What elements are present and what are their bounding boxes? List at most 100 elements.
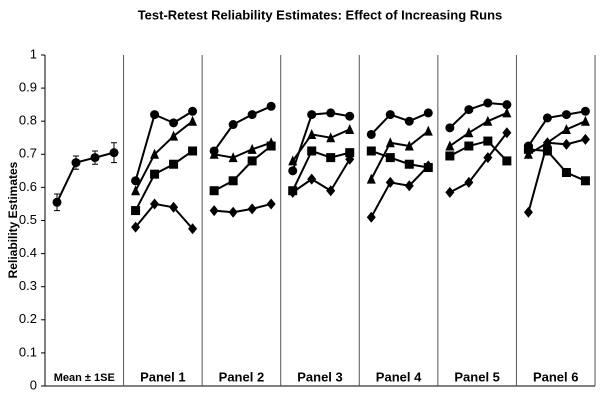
marker: [228, 206, 238, 218]
series-line: [527, 120, 586, 156]
marker: [131, 185, 141, 196]
y-tick-label: 0.7: [19, 146, 37, 161]
marker: [247, 143, 257, 154]
marker: [580, 176, 590, 186]
marker: [423, 125, 433, 136]
marker: [580, 106, 590, 116]
marker: [483, 136, 493, 146]
marker: [502, 127, 512, 139]
series-line: [292, 158, 351, 194]
marker: [542, 113, 552, 123]
marker: [502, 100, 512, 110]
marker: [209, 148, 219, 159]
marker: [464, 105, 474, 115]
marker: [169, 201, 179, 213]
marker: [445, 123, 455, 133]
y-tick-label: 0.6: [19, 179, 37, 194]
marker: [131, 176, 141, 186]
marker: [209, 205, 219, 217]
series-line: [449, 132, 508, 194]
marker: [169, 159, 179, 169]
series-line: [213, 141, 272, 159]
marker: [445, 151, 455, 161]
series-line: [291, 149, 350, 192]
y-tick-label: 0.8: [19, 113, 37, 128]
y-tick-label: 1: [30, 46, 37, 61]
y-tick-label: 0.1: [19, 344, 37, 359]
marker: [266, 198, 276, 210]
series-line: [449, 101, 507, 129]
marker: [307, 128, 317, 139]
series-line: [56, 151, 115, 203]
marker: [326, 108, 336, 118]
marker: [188, 106, 198, 116]
marker: [483, 98, 493, 108]
marker: [523, 206, 533, 218]
marker: [366, 211, 376, 223]
y-tick-label: 0.4: [19, 245, 37, 260]
marker: [307, 110, 317, 120]
series-line: [134, 150, 194, 212]
series-line: [528, 148, 586, 182]
marker: [483, 152, 493, 164]
marker: [385, 153, 395, 163]
marker: [366, 146, 376, 156]
marker: [502, 156, 512, 166]
panel-label: Mean ± 1SE: [54, 372, 115, 384]
series-line: [134, 202, 194, 230]
marker: [366, 173, 376, 184]
y-tick-label: 0.2: [19, 311, 37, 326]
marker: [131, 221, 141, 233]
series-line: [449, 139, 508, 162]
marker: [188, 146, 198, 156]
marker: [228, 120, 238, 130]
series-line: [134, 110, 194, 182]
marker: [109, 148, 119, 158]
y-tick-label: 0.5: [19, 212, 37, 227]
marker: [209, 186, 219, 196]
marker: [131, 206, 141, 216]
marker: [404, 180, 414, 192]
marker: [150, 148, 160, 159]
marker: [228, 152, 238, 163]
marker: [483, 115, 493, 126]
marker: [523, 144, 533, 154]
marker: [464, 141, 474, 151]
marker: [561, 168, 571, 178]
marker: [247, 110, 257, 120]
series-line: [527, 110, 586, 147]
marker: [247, 156, 257, 166]
series-line: [213, 145, 272, 192]
panel-label: Panel 6: [533, 369, 579, 384]
panel-label: Panel 2: [219, 369, 265, 384]
y-axis-label: Reliability Estimates: [6, 161, 20, 278]
marker: [228, 176, 238, 186]
marker: [169, 118, 179, 128]
marker: [345, 111, 355, 121]
marker: [366, 129, 376, 139]
marker: [326, 185, 336, 197]
marker: [445, 140, 455, 151]
marker: [150, 198, 160, 210]
marker: [150, 169, 160, 179]
marker: [423, 108, 433, 118]
series-line: [291, 128, 351, 162]
series-line: [370, 165, 430, 218]
marker: [345, 123, 355, 134]
y-tick-label: 0.9: [19, 80, 37, 95]
series-line: [449, 112, 508, 147]
marker: [385, 176, 395, 188]
marker: [561, 138, 571, 150]
series-line: [370, 150, 429, 169]
marker: [561, 110, 571, 120]
marker: [288, 186, 298, 198]
marker: [307, 173, 317, 185]
y-tick-label: 0: [30, 377, 37, 392]
marker: [345, 153, 355, 165]
chart-title: Test-Retest Reliability Estimates: Effec…: [138, 7, 503, 22]
marker: [150, 110, 160, 120]
marker: [188, 115, 198, 126]
series-line: [291, 111, 350, 172]
marker: [90, 153, 100, 163]
